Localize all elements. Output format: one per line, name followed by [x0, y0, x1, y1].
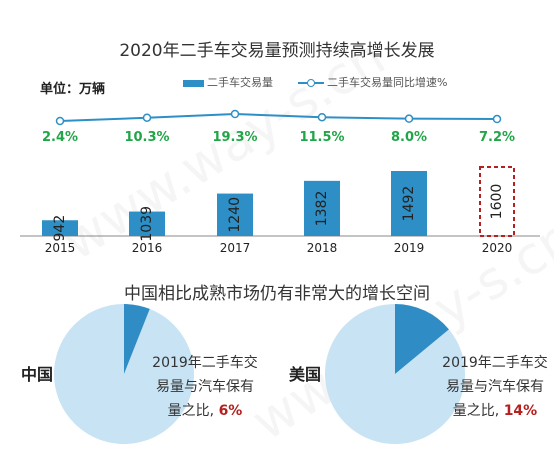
growth-point-2019 — [404, 114, 414, 123]
growth-line — [59, 112, 498, 122]
pie-text-china: 2019年二手车交 易量与汽车保有 量之比, 6% — [146, 351, 264, 423]
x-tick-2020: 2020 — [482, 241, 513, 255]
pie-slice-1 — [395, 304, 449, 374]
pie-text-china-line-2: 易量与汽车保有 — [156, 379, 254, 395]
unit-value: 万辆 — [79, 82, 106, 97]
country-label-usa: 美国 — [289, 365, 322, 384]
bar-label-2019: 1492 — [401, 186, 417, 222]
pie-text-usa-line-3-text: 量之比, — [452, 403, 504, 419]
pie-slice-0 — [124, 304, 150, 374]
growth-label-2015: 2.4% — [42, 130, 78, 145]
chart-title-main: 2020年二手车交易量预测持续高增长发展 — [119, 41, 435, 61]
pie-text-usa-line-3: 量之比, 14% — [436, 399, 554, 423]
bar-2020 — [479, 166, 515, 237]
legend-line-item: 二手车交易量同比增速% — [298, 74, 447, 90]
bar-label-2016: 1039 — [139, 206, 155, 242]
bar-label-2018: 1382 — [314, 191, 330, 227]
pie-highlight-usa: 14% — [503, 403, 538, 419]
x-tick-2017: 2017 — [220, 241, 251, 255]
bar-label-2020: 1600 — [489, 184, 505, 220]
x-tick-2015: 2015 — [45, 241, 76, 255]
legend-line-label: 二手车交易量同比增速% — [327, 76, 448, 89]
unit-label: 单位：万辆 — [40, 78, 105, 97]
growth-label-2019: 8.0% — [391, 130, 427, 145]
pie-text-usa-line-2: 易量与汽车保有 — [446, 379, 544, 395]
growth-label-2017: 19.3% — [212, 130, 257, 145]
chart-title-secondary: 中国相比成熟市场仍有非常大的增长空间 — [124, 284, 430, 304]
legend-bar-label: 二手车交易量 — [207, 76, 273, 89]
country-label-china: 中国 — [21, 365, 54, 384]
pie-highlight-china: 6% — [218, 403, 243, 419]
growth-point-2015 — [55, 116, 65, 126]
x-tick-2019: 2019 — [394, 241, 425, 255]
pie-text-usa-line-1: 2019年二手车交 — [442, 355, 548, 371]
pie-text-usa: 2019年二手车交 易量与汽车保有 量之比, 14% — [436, 351, 554, 423]
bar-2016 — [129, 211, 165, 236]
unit-prefix: 单位： — [40, 82, 80, 97]
growth-point-2016 — [142, 113, 152, 122]
pie-text-china-line-3-text: 量之比, — [167, 403, 219, 419]
pie-text-china-line-1: 2019年二手车交 — [152, 355, 258, 371]
legend-line-swatch — [298, 78, 324, 88]
growth-label-2016: 10.3% — [124, 130, 169, 145]
legend-bar-item: 二手车交易量 — [183, 74, 273, 90]
bar-2017 — [217, 193, 253, 236]
bar-2015 — [42, 220, 78, 236]
x-tick-2016: 2016 — [132, 241, 163, 255]
growth-label-2020: 7.2% — [479, 130, 515, 145]
pie-rest-0 — [54, 304, 195, 444]
pie-text-china-line-3: 量之比, 6% — [146, 399, 264, 423]
legend-bar-swatch — [183, 79, 204, 87]
bar-label-2017: 1240 — [227, 197, 243, 233]
growth-point-2018 — [317, 112, 327, 122]
growth-point-2017 — [230, 109, 240, 119]
bar-2018 — [304, 180, 340, 236]
bar-label-2015: 942 — [52, 215, 68, 242]
x-tick-2018: 2018 — [307, 241, 338, 255]
growth-point-2020 — [492, 114, 502, 124]
growth-label-2018: 11.5% — [299, 130, 344, 145]
bar-2019 — [391, 171, 427, 236]
